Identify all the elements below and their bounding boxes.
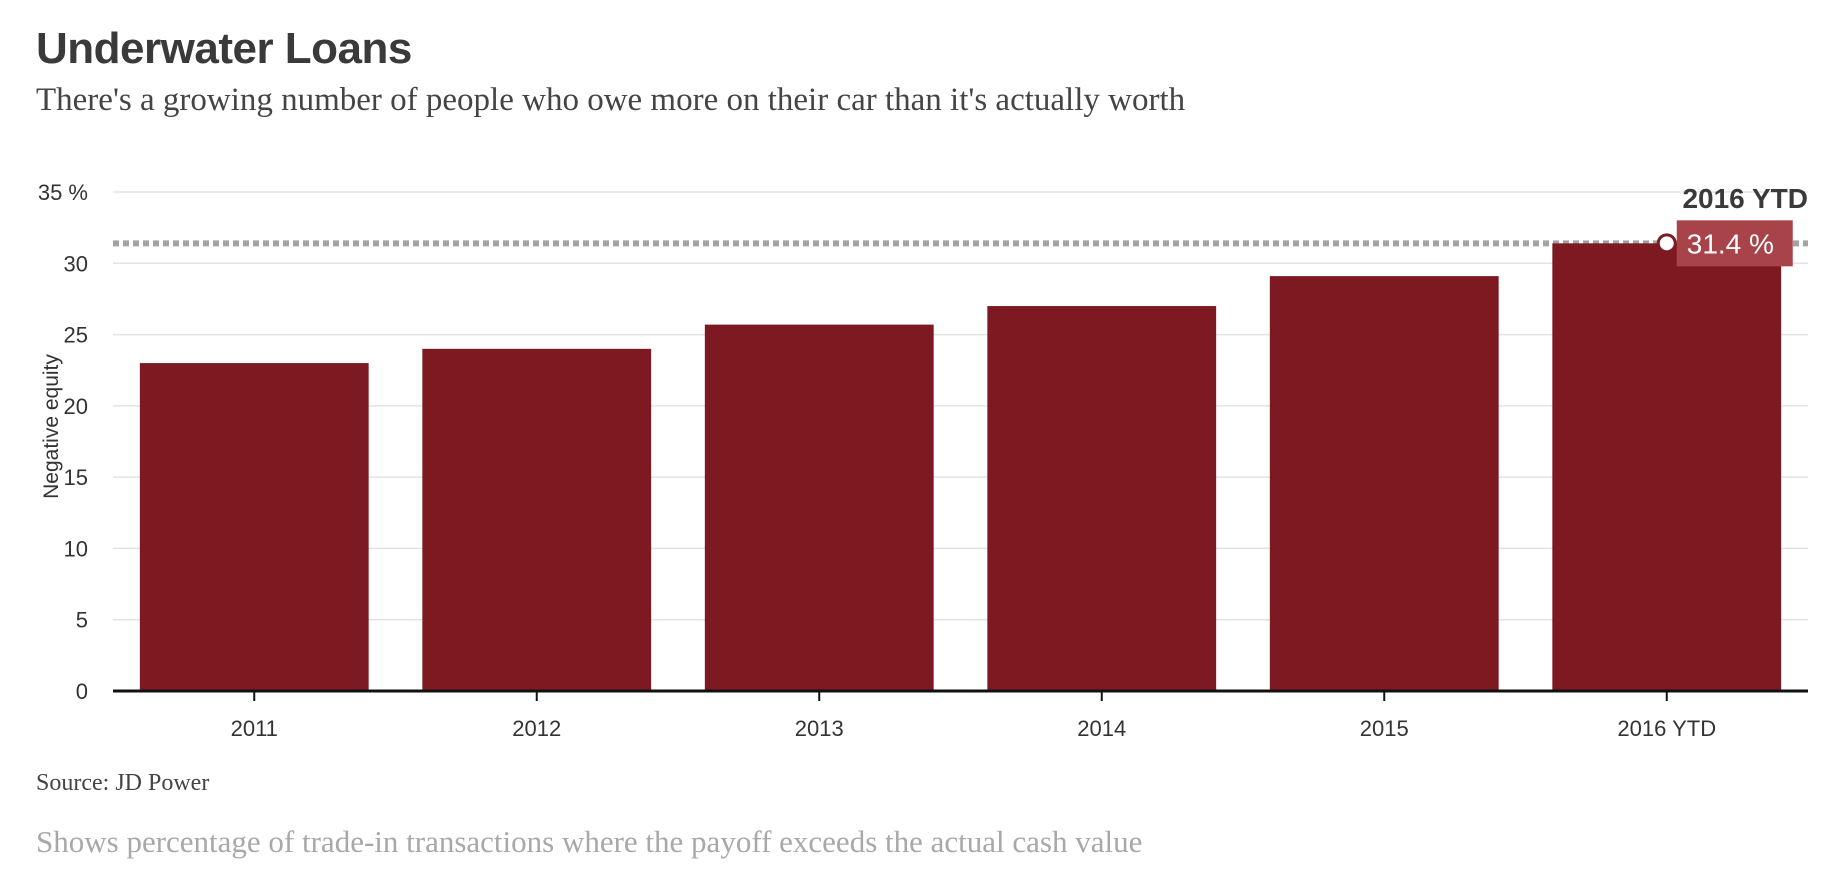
y-tick-label: 20 [64, 394, 88, 419]
callout-marker [1659, 236, 1674, 251]
footnote: Shows percentage of trade-in transaction… [36, 824, 1143, 859]
x-tick-label: 2014 [1077, 716, 1126, 741]
y-tick-label: 25 [64, 323, 88, 348]
x-tick-label: 2011 [231, 716, 278, 741]
y-axis-label: Negative equity [40, 354, 63, 499]
callout-value: 31.4 % [1687, 228, 1774, 259]
x-tick-label: 2013 [795, 716, 844, 741]
chart-title: Underwater Loans [36, 24, 412, 73]
tick-labels: 0 5 10 15 20 25 30 35 % Negative equity 2011 2012 2… [38, 180, 1716, 741]
bar [1552, 243, 1782, 691]
y-tick-label: 15 [64, 465, 88, 490]
axes [113, 689, 1808, 701]
bar [987, 306, 1217, 691]
bar-chart: 0 5 10 15 20 25 30 35 % Negative equity 2011 2012 2… [38, 180, 1808, 741]
bars [139, 243, 1782, 691]
callout-box [1676, 220, 1793, 267]
y-tick-label: 0 [76, 679, 88, 704]
y-tick-label: 30 [64, 251, 88, 276]
x-tick-label: 2016 YTD [1617, 716, 1716, 741]
callout-group: 2016 YTD 31.4 % [1656, 183, 1808, 267]
x-tick-label: 2015 [1360, 716, 1409, 741]
bar [139, 363, 369, 691]
bar [1269, 276, 1499, 691]
source-note: Source: JD Power [36, 770, 210, 796]
gridlines [113, 191, 1808, 621]
y-tick-label: 35 % [38, 180, 88, 205]
y-tick-label: 5 [76, 608, 88, 633]
y-tick-label: 10 [64, 536, 88, 561]
bar [704, 324, 934, 691]
bar [422, 348, 652, 691]
callout-title: 2016 YTD [1682, 183, 1808, 214]
x-tick-label: 2012 [512, 716, 561, 741]
chart-subtitle: There's a growing number of people who o… [36, 82, 1186, 118]
